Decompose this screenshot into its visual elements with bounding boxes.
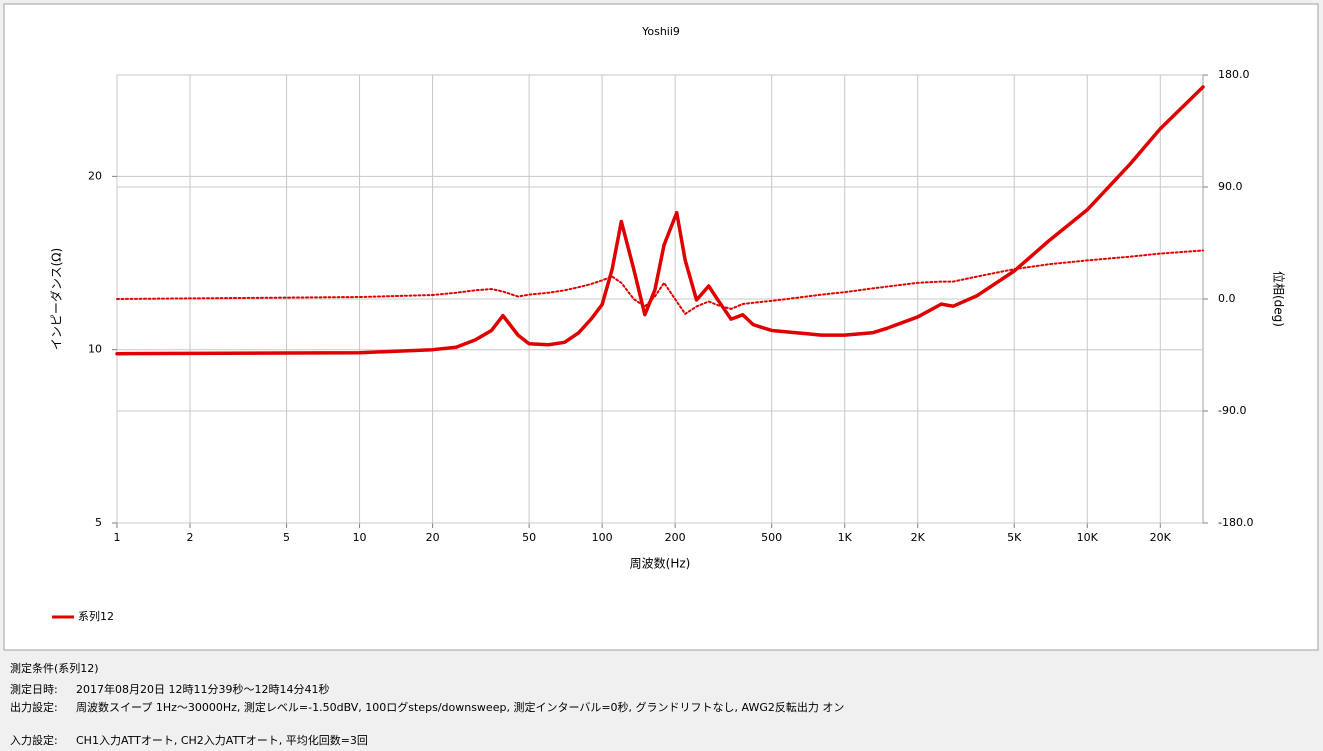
x-tick-label: 2 [187,531,194,544]
y2-tick-label: 180.0 [1218,68,1250,81]
y-tick-label: 10 [88,343,102,356]
condition-row: 測定日時: 2017年08月20日 12時11分39秒～12時14分41秒 [10,681,329,697]
chart-background [3,3,1319,651]
x-tick-label: 5 [283,531,290,544]
phase-line [116,249,1204,315]
y-tick-label: 20 [88,169,102,182]
condition-value: 周波数スイープ 1Hz～30000Hz, 測定レベル=-1.50dBV, 100… [76,701,845,714]
y2-axis-label: 位相(deg) [1272,271,1287,327]
condition-label: 出力設定: [10,701,58,714]
x-tick-label: 2K [911,531,926,544]
condition-row: 入力設定: CH1入力ATTオート, CH2入力ATTオート, 平均化回数=3回 [10,732,368,748]
y-axis-label: インピーダンス(Ω) [49,248,64,350]
condition-label: 測定日時: [10,683,58,696]
condition-label: 入力設定: [10,734,58,747]
x-tick-label: 1K [838,531,853,544]
condition-value: 2017年08月20日 12時11分39秒～12時14分41秒 [76,683,330,696]
impedance-line [115,85,1205,356]
chart: Yoshii9 周波数(Hz) インピーダンス(Ω) 位相(deg) 1 2 5 10… [3,3,1319,651]
y-tick-label: 5 [95,516,102,529]
legend-label: 系列12 [78,609,114,623]
x-tick-label: 20 [426,531,440,544]
y2-tick-label: 90.0 [1218,180,1243,193]
x-tick-label: 1 [114,531,121,544]
y2-tick-label: 0.0 [1218,292,1236,305]
x-tick-label: 100 [592,531,613,544]
x-axis-label: 周波数(Hz) [630,556,691,571]
x-tick-label: 10 [353,531,367,544]
x-tick-label: 50 [522,531,536,544]
y2-tick-label: -180.0 [1218,516,1253,529]
x-tick-label: 500 [761,531,782,544]
conditions-title: 測定条件(系列12) [10,662,99,675]
x-tick-label: 10K [1077,531,1099,544]
x-tick-label: 20K [1150,531,1172,544]
chart-title: Yoshii9 [641,25,680,38]
conditions-panel: 測定条件(系列12) 測定日時: 2017年08月20日 12時11分39秒～12… [0,652,1323,751]
x-tick-label: 5K [1007,531,1022,544]
x-tick-label: 200 [665,531,686,544]
condition-value: CH1入力ATTオート, CH2入力ATTオート, 平均化回数=3回 [76,734,368,747]
y2-tick-label: -90.0 [1218,404,1246,417]
condition-row: 出力設定: 周波数スイープ 1Hz～30000Hz, 測定レベル=-1.50dBV… [10,699,844,715]
